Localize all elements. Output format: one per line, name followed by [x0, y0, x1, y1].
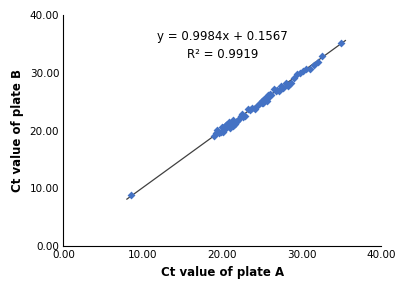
Text: y = 0.9984x + 0.1567: y = 0.9984x + 0.1567 [157, 30, 288, 43]
Point [254, 103, 260, 108]
Point [211, 134, 218, 138]
Point [291, 75, 297, 80]
Point [252, 107, 258, 111]
Point [233, 118, 240, 123]
Point [227, 126, 233, 130]
Point [262, 97, 268, 101]
Point [273, 88, 280, 93]
Point [224, 123, 230, 128]
Point [306, 67, 313, 72]
Point [318, 53, 325, 58]
Point [260, 100, 266, 105]
Point [128, 193, 134, 197]
Point [311, 63, 317, 67]
Point [247, 108, 253, 113]
Point [230, 123, 236, 128]
Point [259, 101, 265, 106]
X-axis label: Ct value of plate A: Ct value of plate A [161, 266, 284, 279]
Point [338, 40, 345, 45]
Point [230, 117, 236, 122]
Text: R² = 0.9919: R² = 0.9919 [186, 48, 258, 61]
Point [239, 112, 245, 116]
Point [227, 123, 234, 127]
Point [294, 72, 300, 77]
Point [222, 126, 229, 131]
Point [223, 123, 230, 127]
Point [258, 99, 265, 103]
Point [303, 67, 310, 72]
Point [280, 86, 287, 90]
Point [240, 115, 246, 119]
Point [256, 100, 263, 105]
Point [235, 118, 241, 123]
Point [266, 94, 272, 99]
Y-axis label: Ct value of plate B: Ct value of plate B [11, 69, 24, 192]
Point [214, 128, 221, 133]
Point [221, 125, 227, 130]
Point [261, 96, 267, 101]
Point [285, 84, 291, 88]
Point [237, 114, 244, 118]
Point [271, 86, 277, 91]
Point [219, 129, 226, 134]
Point [249, 106, 256, 110]
Point [282, 81, 289, 86]
Point [232, 122, 238, 126]
Point [263, 97, 270, 101]
Point [223, 122, 230, 127]
Point [242, 114, 249, 118]
Point [264, 98, 270, 103]
Point [212, 131, 219, 135]
Point [228, 120, 235, 125]
Point [287, 81, 294, 85]
Point [300, 69, 306, 74]
Point [219, 124, 225, 129]
Point [225, 120, 232, 124]
Point [245, 106, 251, 111]
Point [216, 130, 222, 135]
Point [262, 97, 269, 102]
Point [267, 92, 274, 97]
Point [297, 71, 303, 75]
Point [217, 129, 224, 134]
Point [274, 88, 280, 93]
Point [264, 93, 271, 98]
Point [268, 93, 275, 98]
Point [276, 89, 282, 93]
Point [225, 124, 232, 128]
Point [314, 59, 321, 64]
Point [278, 83, 284, 88]
